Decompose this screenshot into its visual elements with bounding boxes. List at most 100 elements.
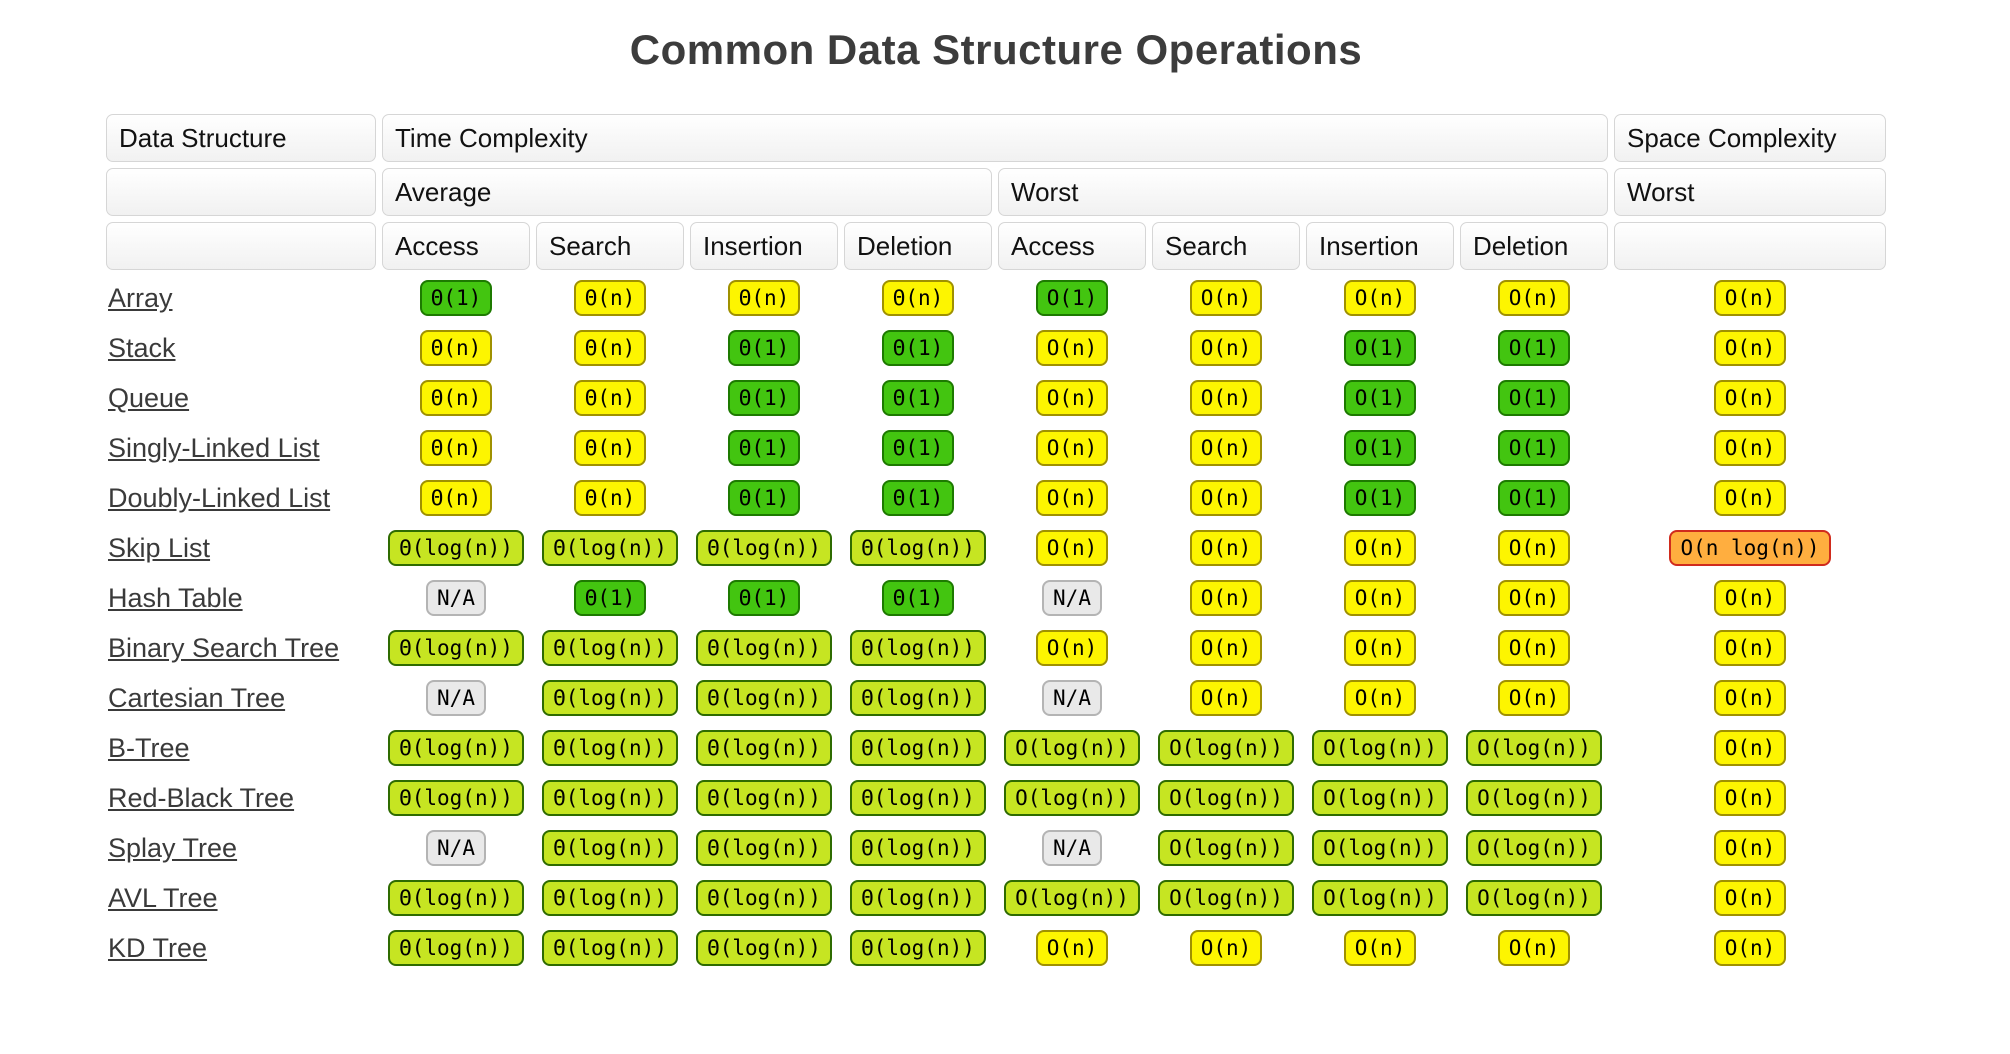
row-link-array[interactable]: Array	[108, 282, 173, 313]
complexity-badge: O(log(n))	[1158, 829, 1294, 867]
complexity-cell: Θ(n)	[536, 326, 684, 370]
complexity-badge: Θ(1)	[881, 429, 955, 467]
header-op-search-worst: Search	[1152, 222, 1300, 270]
complexity-badge: Θ(n)	[573, 429, 647, 467]
complexity-cell: Θ(log(n))	[690, 926, 838, 970]
row-link-b-tree[interactable]: B-Tree	[108, 732, 190, 763]
complexity-cell: O(n)	[1152, 276, 1300, 320]
complexity-badge: N/A	[426, 679, 486, 717]
row-name-cell: Array	[106, 276, 376, 320]
header-op-access-worst: Access	[998, 222, 1146, 270]
header-op-search-average: Search	[536, 222, 684, 270]
row-name-cell: B-Tree	[106, 726, 376, 770]
complexity-cell: Θ(n)	[536, 476, 684, 520]
row-link-queue[interactable]: Queue	[108, 382, 190, 413]
table-row: B-Tree Θ(log(n)) Θ(log(n)) Θ(log(n)) Θ(log(n…	[106, 726, 1886, 770]
complexity-badge: O(n)	[1713, 629, 1787, 667]
complexity-cell: O(log(n))	[1152, 826, 1300, 870]
header-op-insertion-average: Insertion	[690, 222, 838, 270]
row-link-hash-table[interactable]: Hash Table	[108, 582, 243, 613]
complexity-cell: Θ(log(n))	[844, 776, 992, 820]
complexity-cell: Θ(log(n))	[844, 676, 992, 720]
complexity-badge: Θ(log(n))	[850, 529, 986, 567]
complexity-badge: Θ(n)	[419, 479, 493, 517]
row-link-cartesian-tree[interactable]: Cartesian Tree	[108, 682, 286, 713]
complexity-cell: O(n)	[1306, 526, 1454, 570]
complexity-badge: Θ(1)	[573, 579, 647, 617]
complexity-badge: Θ(log(n))	[696, 779, 832, 817]
complexity-cell: Θ(log(n))	[844, 626, 992, 670]
header-space-worst: Worst	[1614, 168, 1886, 216]
header-op-deletion-average: Deletion	[844, 222, 992, 270]
complexity-cell: Θ(1)	[844, 476, 992, 520]
complexity-cell: O(n)	[1306, 676, 1454, 720]
complexity-badge: O(n)	[1497, 929, 1571, 967]
complexity-cell: Θ(log(n))	[382, 776, 530, 820]
complexity-badge: Θ(log(n))	[542, 829, 678, 867]
complexity-badge: Θ(log(n))	[542, 629, 678, 667]
complexity-badge: O(n)	[1343, 529, 1417, 567]
complexity-badge: O(n)	[1035, 429, 1109, 467]
complexity-cell: O(1)	[1460, 376, 1608, 420]
complexity-badge: O(n)	[1343, 579, 1417, 617]
complexity-badge: O(log(n))	[1004, 729, 1140, 767]
page-title: Common Data Structure Operations	[629, 26, 1363, 73]
complexity-badge: Θ(log(n))	[850, 629, 986, 667]
row-link-avl-tree[interactable]: AVL Tree	[108, 882, 218, 913]
complexity-cell: Θ(1)	[844, 576, 992, 620]
complexity-cell: Θ(log(n))	[382, 526, 530, 570]
complexity-cell: Θ(n)	[536, 276, 684, 320]
row-link-binary-search-tree[interactable]: Binary Search Tree	[108, 632, 340, 663]
complexity-badge: Θ(1)	[419, 279, 493, 317]
row-link-red-black-tree[interactable]: Red-Black Tree	[108, 782, 295, 813]
complexity-badge: O(n)	[1497, 579, 1571, 617]
complexity-badge: O(n)	[1189, 429, 1263, 467]
complexity-cell: O(log(n))	[1152, 776, 1300, 820]
complexity-cell: O(n)	[1614, 576, 1886, 620]
complexity-badge: Θ(1)	[727, 429, 801, 467]
complexity-cell: O(n)	[1306, 626, 1454, 670]
row-link-stack[interactable]: Stack	[108, 332, 176, 363]
complexity-cell: O(n)	[1460, 626, 1608, 670]
complexity-cell: O(n)	[1306, 926, 1454, 970]
complexity-badge: O(n)	[1189, 579, 1263, 617]
row-link-kd-tree[interactable]: KD Tree	[108, 932, 208, 963]
row-link-singly-linked-list[interactable]: Singly-Linked List	[108, 432, 320, 463]
complexity-cell: O(1)	[1460, 476, 1608, 520]
complexity-badge: O(n)	[1035, 329, 1109, 367]
complexity-badge: Θ(log(n))	[388, 629, 524, 667]
complexity-cell: O(n)	[998, 426, 1146, 470]
complexity-badge: O(n)	[1713, 329, 1787, 367]
complexity-cell: O(n log(n))	[1614, 526, 1886, 570]
complexity-badge: O(n)	[1713, 729, 1787, 767]
complexity-cell: O(n)	[1306, 576, 1454, 620]
complexity-badge: O(1)	[1497, 329, 1571, 367]
complexity-badge: O(n)	[1713, 829, 1787, 867]
complexity-cell: N/A	[998, 676, 1146, 720]
row-name-cell: Queue	[106, 376, 376, 420]
complexity-cell: O(n)	[1460, 676, 1608, 720]
complexity-cell: N/A	[998, 576, 1146, 620]
complexity-badge: O(log(n))	[1158, 879, 1294, 917]
complexity-badge: Θ(n)	[727, 279, 801, 317]
complexity-cell: Θ(log(n))	[844, 876, 992, 920]
complexity-badge: O(1)	[1497, 479, 1571, 517]
complexity-badge: O(log(n))	[1466, 879, 1602, 917]
complexity-badge: O(n)	[1035, 629, 1109, 667]
complexity-cell: O(log(n))	[1152, 726, 1300, 770]
row-link-skip-list[interactable]: Skip List	[108, 532, 211, 563]
complexity-badge: Θ(log(n))	[388, 729, 524, 767]
complexity-cell: Θ(log(n))	[536, 926, 684, 970]
row-link-doubly-linked-list[interactable]: Doubly-Linked List	[108, 482, 331, 513]
row-link-splay-tree[interactable]: Splay Tree	[108, 832, 238, 863]
complexity-badge: O(n)	[1713, 929, 1787, 967]
complexity-cell: Θ(n)	[382, 476, 530, 520]
complexity-cell: Θ(log(n))	[690, 776, 838, 820]
complexity-badge: O(n)	[1035, 379, 1109, 417]
complexity-badge: Θ(n)	[419, 379, 493, 417]
complexity-cell: Θ(n)	[844, 276, 992, 320]
complexity-cell: O(1)	[1306, 376, 1454, 420]
complexity-badge: O(log(n))	[1004, 879, 1140, 917]
complexity-badge: O(1)	[1343, 429, 1417, 467]
complexity-cell: Θ(log(n))	[690, 526, 838, 570]
